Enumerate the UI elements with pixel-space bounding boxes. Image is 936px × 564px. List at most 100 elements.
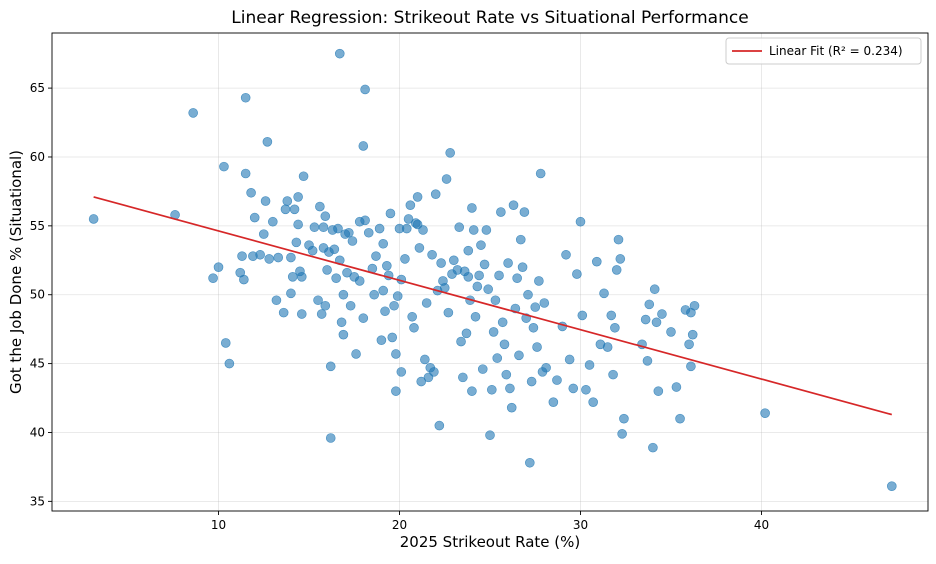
data-point	[385, 208, 396, 219]
data-point	[354, 276, 365, 286]
data-point	[208, 273, 218, 283]
data-point	[530, 302, 541, 312]
data-point	[497, 317, 508, 328]
data-point	[470, 311, 481, 322]
y-tick-label: 65	[30, 81, 45, 95]
data-point	[220, 338, 231, 348]
data-point	[427, 249, 437, 260]
data-point	[347, 236, 358, 246]
data-point	[657, 309, 667, 319]
y-tick-label: 45	[30, 357, 45, 371]
data-point	[363, 227, 374, 238]
data-point	[429, 367, 439, 377]
data-point	[503, 258, 513, 268]
data-point	[684, 339, 694, 350]
data-point	[268, 216, 278, 227]
data-point	[376, 335, 387, 345]
data-point	[496, 207, 506, 217]
data-point	[273, 252, 284, 263]
data-point	[387, 332, 398, 343]
data-point	[430, 189, 441, 199]
data-point	[188, 108, 198, 118]
data-point	[499, 339, 510, 350]
data-point	[320, 211, 331, 222]
data-point	[237, 251, 247, 261]
x-axis-label: 2025 Strikeout Rate (%)	[400, 533, 581, 551]
data-point	[485, 430, 495, 441]
data-point	[392, 291, 403, 301]
data-point	[454, 222, 465, 233]
data-point	[615, 254, 626, 264]
data-point	[315, 201, 325, 212]
data-point	[461, 328, 472, 339]
data-point	[416, 376, 427, 387]
data-point	[249, 212, 260, 223]
data-point	[407, 311, 417, 322]
data-point	[472, 281, 483, 292]
data-point	[577, 310, 588, 321]
data-point	[463, 272, 474, 282]
data-point	[526, 376, 537, 387]
data-point	[88, 214, 99, 224]
data-point	[534, 276, 544, 286]
data-point	[325, 361, 336, 372]
data-point	[523, 289, 533, 300]
data-point	[380, 306, 390, 317]
data-point	[675, 413, 685, 424]
data-point	[414, 243, 425, 253]
data-point	[360, 84, 370, 95]
data-point	[517, 262, 528, 272]
data-point	[436, 258, 446, 268]
data-point	[286, 288, 296, 299]
ticks-layer: 10 20 30 40 35 40 45 50 55 60 65	[30, 81, 769, 532]
data-point	[649, 284, 660, 295]
data-point	[278, 307, 289, 318]
data-point	[651, 317, 662, 328]
data-point	[561, 249, 571, 260]
y-tick-label: 55	[30, 219, 45, 233]
data-point	[360, 215, 370, 226]
y-axis-label: Got the Job Done % (Situational)	[7, 150, 25, 394]
data-point	[309, 222, 320, 233]
legend-label: Linear Fit (R² = 0.234)	[769, 44, 903, 58]
data-point	[445, 148, 455, 158]
data-point	[519, 207, 530, 217]
fit-line-layer	[93, 196, 893, 416]
data-point	[689, 300, 700, 311]
data-point	[400, 254, 410, 264]
plot-frame	[51, 32, 929, 512]
data-point	[322, 265, 332, 275]
data-point	[564, 354, 575, 365]
data-point	[409, 322, 419, 333]
data-point	[528, 322, 539, 333]
data-point	[666, 327, 676, 337]
data-point	[483, 284, 493, 295]
data-point	[271, 295, 282, 306]
data-point	[434, 420, 445, 431]
data-point	[260, 196, 271, 206]
data-point	[246, 187, 256, 198]
data-point	[405, 200, 416, 210]
data-point	[467, 203, 477, 213]
data-point	[481, 225, 492, 235]
data-point	[307, 245, 318, 256]
data-point	[602, 342, 613, 352]
data-point	[760, 408, 770, 418]
data-point	[421, 298, 432, 308]
data-point	[264, 254, 274, 264]
fit-line	[93, 196, 893, 416]
data-point	[389, 300, 399, 311]
data-point	[296, 272, 307, 282]
data-point	[642, 356, 653, 366]
data-point	[258, 229, 269, 239]
data-point	[449, 255, 459, 266]
data-point	[458, 372, 468, 383]
chart-title: Linear Regression: Strikeout Rate vs Sit…	[231, 8, 748, 28]
data-point	[403, 214, 414, 224]
data-point	[515, 234, 526, 245]
data-point	[640, 314, 651, 325]
data-point	[325, 433, 336, 443]
data-point	[477, 364, 488, 374]
x-tick-label: 20	[392, 518, 407, 532]
